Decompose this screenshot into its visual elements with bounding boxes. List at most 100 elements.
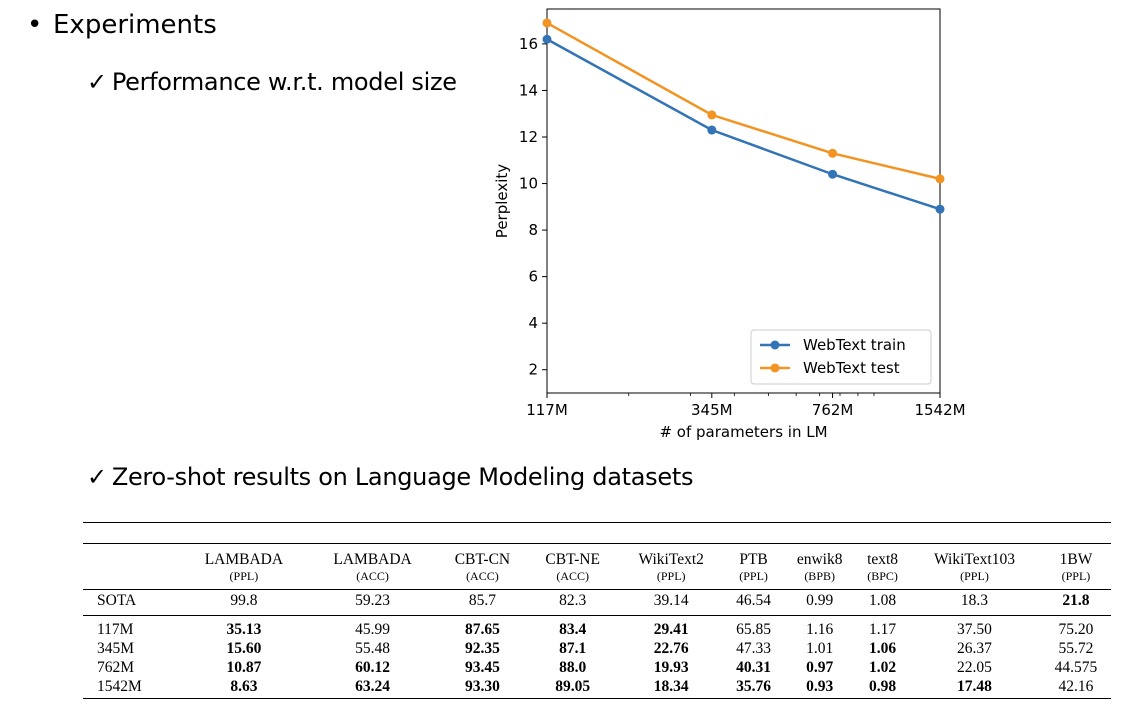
table-cell: 45.99 bbox=[355, 621, 390, 638]
y-tick-label: 10 bbox=[519, 175, 538, 193]
column-header: LAMBADA bbox=[333, 551, 412, 568]
table-cell: 37.50 bbox=[957, 621, 992, 638]
y-tick-label: 16 bbox=[519, 35, 538, 53]
table-cell: 21.8 bbox=[1040, 589, 1111, 616]
table-header-row: LAMBADA LAMBADA CBT-CN CBT-NE WikiText2 PTB en… bbox=[83, 544, 1111, 570]
legend-label: WebText test bbox=[803, 359, 900, 377]
table-cell: 0.98 bbox=[857, 677, 909, 699]
table-cell: 63.24 bbox=[308, 677, 437, 699]
subheading-model-size: ✓ Performance w.r.t. model size bbox=[87, 68, 457, 96]
column-unit: (ACC) bbox=[466, 569, 499, 583]
bullet-label: Experiments bbox=[53, 10, 217, 40]
table-cell: 1.17 bbox=[869, 621, 897, 638]
data-point bbox=[935, 204, 945, 214]
table-cell: 35.13 bbox=[226, 621, 262, 638]
row-label: SOTA bbox=[83, 589, 180, 616]
table-cell: 44.575 bbox=[1054, 659, 1098, 676]
table-rule-cell bbox=[83, 522, 1111, 544]
table-row: 762M 10.87 60.12 93.45 88.0 19.93 40.31 0.97 1.0… bbox=[83, 658, 1111, 677]
table-unit-row: (PPL) (ACC) (ACC) (ACC) (PPL) (PPL) (BPB) (BPC)… bbox=[83, 569, 1111, 590]
data-point bbox=[935, 174, 945, 184]
column-unit: (PPL) bbox=[229, 569, 259, 583]
table-cell: 0.93 bbox=[782, 677, 858, 699]
column-header: text8 bbox=[867, 551, 899, 568]
y-tick-label: 6 bbox=[528, 268, 538, 286]
table-cell: 93.45 bbox=[464, 659, 500, 676]
column-unit: (PPL) bbox=[656, 569, 686, 583]
column-unit: (PPL) bbox=[1061, 569, 1091, 583]
data-point bbox=[707, 110, 717, 120]
column-header: CBT-CN bbox=[454, 551, 511, 568]
table-cell: 26.37 bbox=[957, 640, 992, 657]
table-cell: 75.20 bbox=[1058, 621, 1094, 638]
checkmark-icon: ✓ bbox=[87, 463, 107, 491]
subheading-model-size-label: Performance w.r.t. model size bbox=[111, 68, 457, 96]
table-cell: 47.33 bbox=[736, 640, 771, 657]
table-cell: 42.16 bbox=[1040, 677, 1111, 699]
x-tick-label: 117M bbox=[526, 401, 568, 419]
legend-marker bbox=[770, 363, 780, 373]
table-cell: 88.0 bbox=[559, 659, 587, 676]
table-cell: 0.97 bbox=[806, 659, 834, 676]
table-cell: 46.54 bbox=[724, 589, 783, 616]
table-cell: 1.02 bbox=[869, 659, 897, 676]
table-cell: 87.1 bbox=[559, 640, 587, 657]
row-label: 1542M bbox=[83, 677, 180, 699]
y-tick-label: 4 bbox=[528, 314, 538, 332]
table-top-rule bbox=[83, 522, 1111, 544]
table-cell: 1.16 bbox=[806, 621, 834, 638]
table-cell: 29.41 bbox=[653, 621, 689, 638]
zero-shot-results-table: LAMBADA LAMBADA CBT-CN CBT-NE WikiText2 PTB en… bbox=[83, 522, 1111, 699]
table-cell: 85.7 bbox=[436, 589, 528, 616]
table-row: 117M 35.13 45.99 87.65 83.4 29.41 65.85 1.16 1.1… bbox=[83, 616, 1111, 640]
column-unit: (PPL) bbox=[960, 569, 989, 583]
y-axis-label: Perplexity bbox=[493, 164, 511, 238]
table-cell: 17.48 bbox=[908, 677, 1041, 699]
table-cell: 89.05 bbox=[527, 677, 618, 699]
legend-label: WebText train bbox=[803, 336, 906, 354]
row-label: 117M bbox=[97, 621, 134, 638]
table-cell: 10.87 bbox=[226, 659, 262, 676]
table-cell: 65.85 bbox=[736, 621, 771, 638]
x-axis-label: # of parameters in LM bbox=[659, 423, 827, 441]
column-header: LAMBADA bbox=[204, 551, 284, 568]
table-cell: 1.08 bbox=[857, 589, 909, 616]
x-tick-label: 762M bbox=[812, 401, 854, 419]
table-cell: 22.76 bbox=[653, 640, 689, 657]
table-row: 345M 15.60 55.48 92.35 87.1 22.76 47.33 1.01 1.0… bbox=[83, 639, 1111, 658]
legend-box bbox=[750, 329, 932, 385]
table-cell: 8.63 bbox=[179, 677, 309, 699]
x-tick-label: 1542M bbox=[914, 401, 965, 419]
data-point bbox=[828, 148, 838, 158]
data-point bbox=[828, 169, 838, 179]
table-cell: 39.14 bbox=[617, 589, 725, 616]
table-row-sota: SOTA 99.8 59.23 85.7 82.3 39.14 46.54 0.99 1.08 1… bbox=[83, 589, 1111, 616]
column-header: enwik8 bbox=[796, 551, 843, 568]
column-unit: (BPC) bbox=[867, 569, 898, 583]
plot-frame bbox=[546, 8, 941, 394]
table-cell: 87.65 bbox=[464, 621, 500, 638]
subheading-zero-shot: ✓ Zero-shot results on Language Modeling … bbox=[87, 463, 693, 491]
column-header: 1BW bbox=[1059, 551, 1093, 568]
table-cell: 19.93 bbox=[653, 659, 689, 676]
table-cell: 55.72 bbox=[1058, 640, 1094, 657]
table-cell: 59.23 bbox=[308, 589, 437, 616]
y-tick-label: 14 bbox=[519, 81, 538, 99]
series-line-test bbox=[546, 21, 941, 181]
bullet-dot: • bbox=[27, 10, 43, 40]
data-point bbox=[542, 34, 552, 44]
table-cell: 82.3 bbox=[527, 589, 618, 616]
table-cell: 18.3 bbox=[908, 589, 1041, 616]
data-point bbox=[542, 18, 552, 28]
table-cell: 1.06 bbox=[869, 640, 897, 657]
perplexity-chart: 2 4 6 8 10 12 14 16 117M 345M 762M 1542M # of parame… bbox=[493, 8, 966, 441]
table-cell: 40.31 bbox=[736, 659, 771, 676]
column-header: WikiText103 bbox=[934, 551, 1015, 568]
table-cell: 55.48 bbox=[355, 640, 390, 657]
table-cell: 93.30 bbox=[436, 677, 528, 699]
table-cell: 99.8 bbox=[179, 589, 309, 616]
column-header: CBT-NE bbox=[545, 551, 600, 568]
table-cell: 83.4 bbox=[559, 621, 587, 638]
table-cell: 1.01 bbox=[806, 640, 834, 657]
table-cell: 92.35 bbox=[464, 640, 500, 657]
